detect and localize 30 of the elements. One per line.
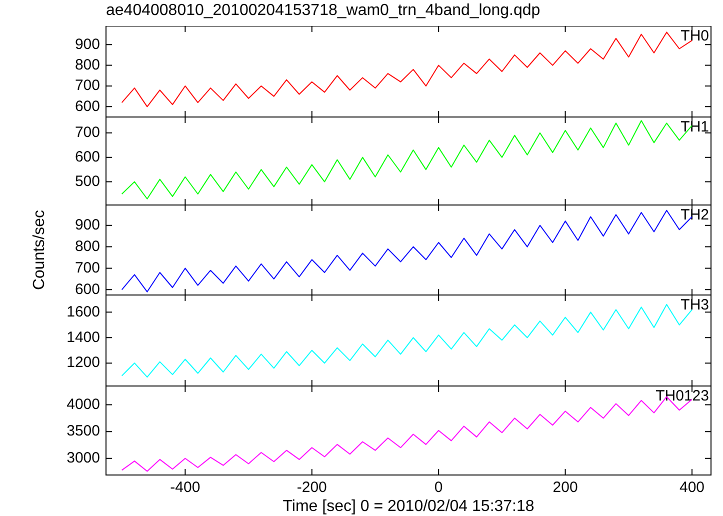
x-tick-label: 200 xyxy=(552,479,578,496)
y-tick-label: 700 xyxy=(74,259,100,276)
series-label: TH2 xyxy=(680,206,709,224)
y-tick-label: 900 xyxy=(74,36,100,53)
y-tick-label: 1600 xyxy=(66,303,100,320)
y-tick-label: 700 xyxy=(74,77,100,94)
x-axis-title: Time [sec] 0 = 2010/02/04 15:37:18 xyxy=(282,498,534,515)
series-label: TH0123 xyxy=(656,388,709,405)
y-tick-label: 800 xyxy=(74,238,100,255)
series-label: TH1 xyxy=(680,118,709,136)
x-tick-label: 0 xyxy=(434,479,443,496)
series-label: TH3 xyxy=(680,296,709,314)
x-tick-label: -400 xyxy=(170,479,200,496)
y-axis-title: Counts/sec xyxy=(31,210,49,290)
y-tick-label: 3000 xyxy=(66,450,100,467)
x-tick-label: 400 xyxy=(679,479,705,496)
y-tick-label: 4000 xyxy=(66,396,100,413)
y-tick-label: 500 xyxy=(74,172,100,190)
y-tick-label: 800 xyxy=(74,56,100,74)
y-tick-label: 600 xyxy=(74,280,100,298)
y-tick-label: 1400 xyxy=(66,328,100,346)
chart-title: ae404008010_20100204153718_wam0_trn_4band_long.qdp xyxy=(106,2,540,20)
y-tick-label: 900 xyxy=(74,216,100,234)
y-tick-label: 3500 xyxy=(66,422,100,440)
y-tick-label: 600 xyxy=(74,148,100,166)
y-tick-label: 1200 xyxy=(66,354,100,372)
y-tick-label: 600 xyxy=(74,98,100,115)
x-tick-label: -200 xyxy=(296,479,327,496)
y-tick-label: 700 xyxy=(74,124,100,142)
series-label: TH0 xyxy=(680,28,709,45)
